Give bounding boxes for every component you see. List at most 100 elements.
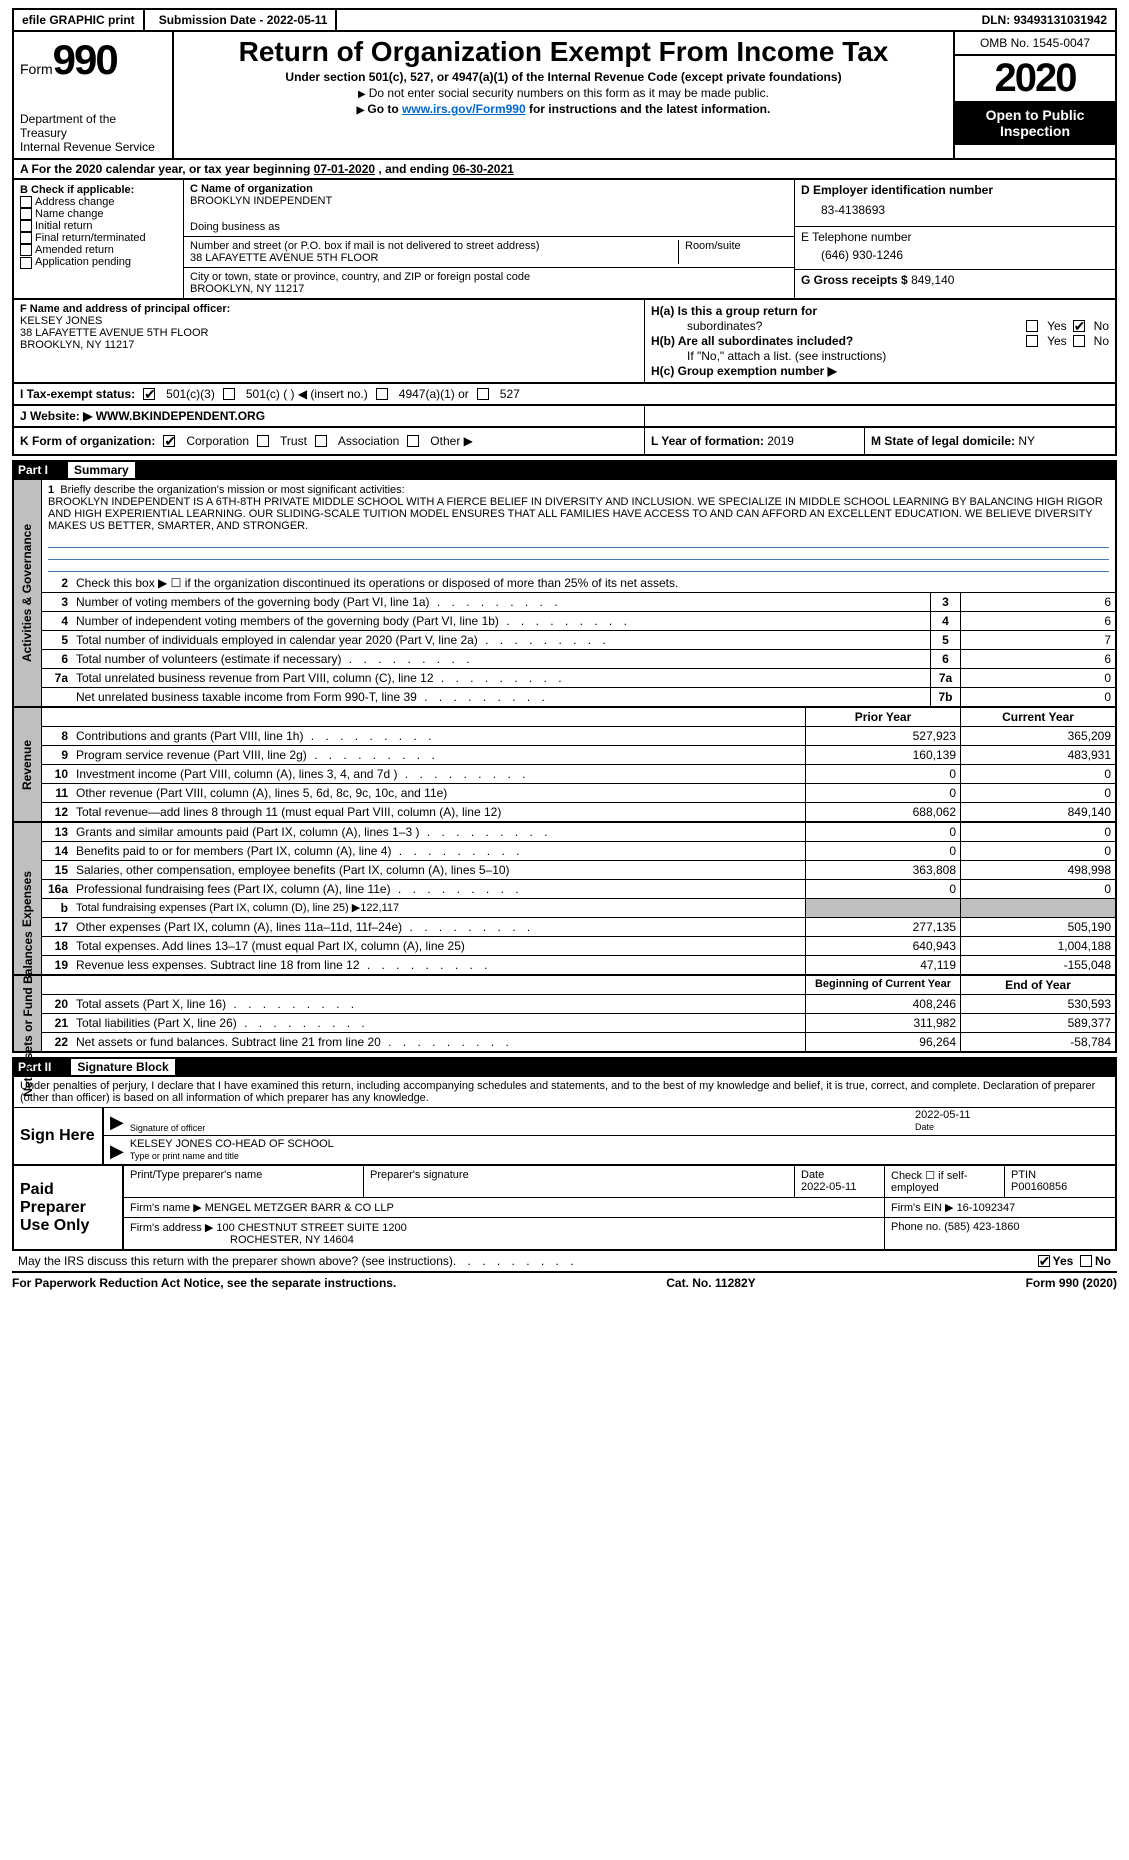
l11p: 0	[805, 784, 960, 802]
cb-amended-label: Amended return	[35, 244, 114, 256]
cb-other[interactable]	[407, 435, 419, 447]
col-d: D Employer identification number 83-4138…	[795, 180, 1115, 298]
l10-desc: Investment income (Part VIII, column (A)…	[72, 765, 805, 783]
l16b-desc: Total fundraising expenses (Part IX, col…	[72, 899, 805, 917]
cb-amended[interactable]	[20, 244, 32, 256]
firm-addr-label: Firm's address ▶	[130, 1222, 216, 1234]
sub-date: 2022-05-11	[267, 13, 328, 27]
hb-yes-cb[interactable]	[1026, 335, 1038, 347]
part1-header: Part I Summary	[12, 460, 1117, 480]
efile-label: efile GRAPHIC print	[14, 10, 145, 30]
sig-arrow-icon-2: ▶	[110, 1141, 124, 1162]
hb-no-cb[interactable]	[1073, 335, 1085, 347]
cb-527[interactable]	[477, 388, 489, 400]
dln-cell: DLN: 93493131031942	[974, 10, 1115, 30]
expenses-section: Expenses 13Grants and similar amounts pa…	[12, 823, 1117, 976]
tax-year: 2020	[955, 56, 1115, 101]
l13-desc: Grants and similar amounts paid (Part IX…	[72, 823, 805, 841]
pp-date-label: Date	[801, 1169, 824, 1181]
cb-corp[interactable]	[163, 435, 175, 447]
tel-value: (646) 930-1246	[801, 244, 1109, 266]
irs-link[interactable]: www.irs.gov/Form990	[402, 102, 526, 116]
l16b-shade2	[960, 899, 1115, 917]
officer-addr1: 38 LAFAYETTE AVENUE 5TH FLOOR	[20, 327, 638, 339]
discuss-no-cb[interactable]	[1080, 1255, 1092, 1267]
firm-ein-label: Firm's EIN ▶	[891, 1202, 957, 1214]
signature-block: Under penalties of perjury, I declare th…	[12, 1077, 1117, 1166]
m-value: NY	[1018, 434, 1035, 448]
cb-assoc[interactable]	[315, 435, 327, 447]
527-label: 527	[500, 387, 520, 401]
firm-name-label: Firm's name ▶	[130, 1202, 205, 1214]
discuss-no: No	[1095, 1254, 1111, 1268]
paperwork-notice: For Paperwork Reduction Act Notice, see …	[12, 1276, 396, 1290]
firm-name: MENGEL METZGER BARR & CO LLP	[205, 1202, 394, 1214]
cb-501c3[interactable]	[143, 388, 155, 400]
cb-address-change-label: Address change	[35, 196, 115, 208]
l21p: 311,982	[805, 1014, 960, 1032]
l5-desc: Total number of individuals employed in …	[72, 631, 930, 649]
ha-no-label: No	[1094, 319, 1109, 333]
col-h: H(a) Is this a group return for subordin…	[645, 300, 1115, 382]
room-suite-label: Room/suite	[678, 240, 788, 264]
cb-address-change[interactable]	[20, 196, 32, 208]
ein-value: 83-4138693	[801, 197, 1109, 223]
l16a-desc: Professional fundraising fees (Part IX, …	[72, 880, 805, 898]
assoc-label: Association	[338, 434, 399, 448]
l-value: 2019	[767, 434, 794, 448]
l22-desc: Net assets or fund balances. Subtract li…	[72, 1033, 805, 1051]
cb-initial-return[interactable]	[20, 220, 32, 232]
corp-label: Corporation	[186, 434, 249, 448]
cb-4947[interactable]	[376, 388, 388, 400]
ha-yes-cb[interactable]	[1026, 320, 1038, 332]
rowa-end: 06-30-2021	[452, 162, 513, 176]
l11-desc: Other revenue (Part VIII, column (A), li…	[72, 784, 805, 802]
501c-label: 501(c) ( ) ◀ (insert no.)	[246, 387, 368, 401]
website-url: WWW.BKINDEPENDENT.ORG	[92, 409, 265, 423]
open-inspection: Open to Public Inspection	[955, 101, 1115, 145]
l14p: 0	[805, 842, 960, 860]
l17-desc: Other expenses (Part IX, column (A), lin…	[72, 918, 805, 936]
l19c: -155,048	[960, 956, 1115, 974]
cb-name-change[interactable]	[20, 208, 32, 220]
firm-addr2: ROCHESTER, NY 14604	[130, 1234, 354, 1246]
cb-501c[interactable]	[223, 388, 235, 400]
row-a: A For the 2020 calendar year, or tax yea…	[12, 160, 1117, 180]
vlabel-ag: Activities & Governance	[14, 480, 42, 706]
l-label: L Year of formation:	[651, 434, 767, 448]
discuss-text: May the IRS discuss this return with the…	[18, 1254, 453, 1268]
perjury-declaration: Under penalties of perjury, I declare th…	[14, 1077, 1115, 1108]
discuss-yes-cb[interactable]	[1038, 1255, 1050, 1267]
l16b-shade1	[805, 899, 960, 917]
l18-desc: Total expenses. Add lines 13–17 (must eq…	[72, 937, 805, 955]
l9c: 483,931	[960, 746, 1115, 764]
l4-desc: Number of independent voting members of …	[72, 612, 930, 630]
header-right: OMB No. 1545-0047 2020 Open to Public In…	[955, 32, 1115, 158]
tel-label: E Telephone number	[801, 230, 1109, 244]
form-word: Form	[20, 61, 53, 77]
officer-label: F Name and address of principal officer:	[20, 303, 638, 315]
ha-no-cb[interactable]	[1073, 320, 1085, 332]
l8-desc: Contributions and grants (Part VIII, lin…	[72, 727, 805, 745]
dba-label: Doing business as	[190, 221, 788, 233]
cb-application-pending[interactable]	[20, 257, 32, 269]
l9p: 160,139	[805, 746, 960, 764]
cb-final-return[interactable]	[20, 232, 32, 244]
cb-trust[interactable]	[257, 435, 269, 447]
l6-desc: Total number of volunteers (estimate if …	[72, 650, 930, 668]
org-name-label: C Name of organization	[190, 183, 788, 195]
street-value: 38 LAFAYETTE AVENUE 5TH FLOOR	[190, 252, 678, 264]
name-title-label: Type or print name and title	[130, 1151, 239, 1161]
revenue-section: Revenue Prior YearCurrent Year 8Contribu…	[12, 708, 1117, 823]
sig-arrow-icon: ▶	[110, 1112, 124, 1133]
l4-val: 6	[960, 612, 1115, 630]
l22p: 96,264	[805, 1033, 960, 1051]
col-f: F Name and address of principal officer:…	[14, 300, 645, 382]
discuss-row: May the IRS discuss this return with the…	[12, 1251, 1117, 1273]
i-label: I Tax-exempt status:	[20, 387, 135, 401]
l17c: 505,190	[960, 918, 1115, 936]
l16ap: 0	[805, 880, 960, 898]
firm-addr1: 100 CHESTNUT STREET SUITE 1200	[216, 1222, 406, 1234]
street-label: Number and street (or P.O. box if mail i…	[190, 240, 678, 252]
row-fh: F Name and address of principal officer:…	[12, 300, 1117, 384]
